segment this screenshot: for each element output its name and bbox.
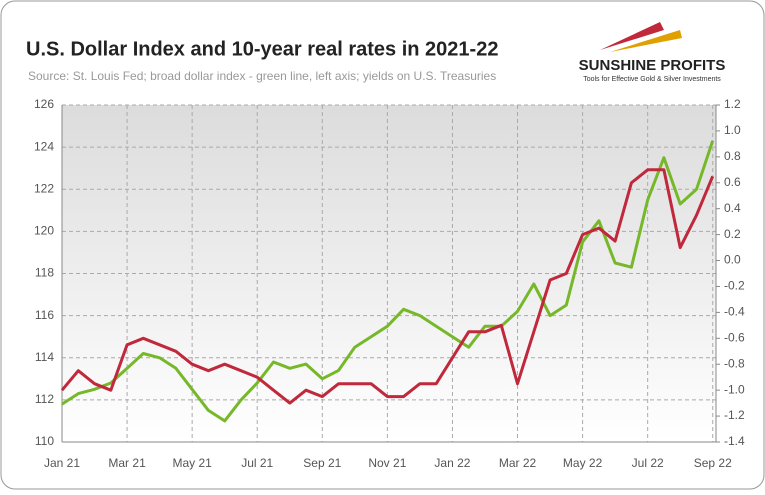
x-tick-label: Jan 21 [44, 456, 80, 470]
x-tick-label: Jul 22 [632, 456, 664, 470]
series-line [60, 168, 715, 405]
y2-tick-label: -0.2 [724, 279, 745, 293]
y2-tick-label: 0.4 [724, 201, 741, 215]
y-tick-label: 122 [34, 181, 54, 195]
y-tick-label: 118 [35, 266, 54, 280]
y-tick-label: 110 [35, 434, 54, 448]
x-tick-label: Mar 22 [499, 456, 537, 470]
chart-title: U.S. Dollar Index and 10-year real rates… [26, 38, 498, 60]
y-tick-label: 126 [34, 97, 54, 111]
x-tick-label: Nov 21 [368, 456, 406, 470]
x-tick-label: Sep 21 [303, 456, 341, 470]
y2-tick-label: -1.2 [724, 408, 745, 422]
x-tick-label: Mar 21 [108, 456, 146, 470]
y2-tick-label: -0.4 [724, 305, 745, 319]
subtitle: Source: St. Louis Fed; broad dollar inde… [28, 69, 496, 83]
y2-tick-label: -1.4 [724, 434, 745, 448]
x-tick-label: May 22 [563, 456, 603, 470]
series-line [61, 140, 715, 423]
y2-tick-label: 1.0 [724, 123, 741, 137]
logo-name: SUNSHINE PROFITS [579, 57, 726, 74]
y2-tick-label: 0.2 [724, 227, 741, 241]
x-tick-label: Jan 22 [434, 456, 470, 470]
y-tick-label: 114 [35, 350, 54, 364]
x-tick-label: Jul 21 [241, 456, 273, 470]
x-tick-label: Sep 22 [694, 456, 732, 470]
x-tick-label: May 21 [172, 456, 212, 470]
logo-tagline: Tools for Effective Gold & Silver Invest… [583, 76, 721, 83]
y-tick-label: 120 [34, 224, 54, 238]
y2-tick-label: -0.8 [724, 356, 745, 370]
y2-tick-label: 0.0 [724, 253, 741, 267]
y2-tick-label: 0.6 [724, 175, 741, 189]
y-tick-label: 116 [35, 308, 54, 322]
y2-tick-label: 1.2 [724, 97, 741, 111]
y-tick-label: 112 [35, 392, 54, 406]
logo: SUNSHINE PROFITS Tools for Effective Gol… [579, 22, 726, 83]
y2-tick-label: -1.0 [724, 382, 745, 396]
y2-tick-label: 0.8 [724, 149, 741, 163]
y2-tick-label: -0.6 [724, 330, 745, 344]
y-tick-label: 124 [34, 139, 54, 153]
